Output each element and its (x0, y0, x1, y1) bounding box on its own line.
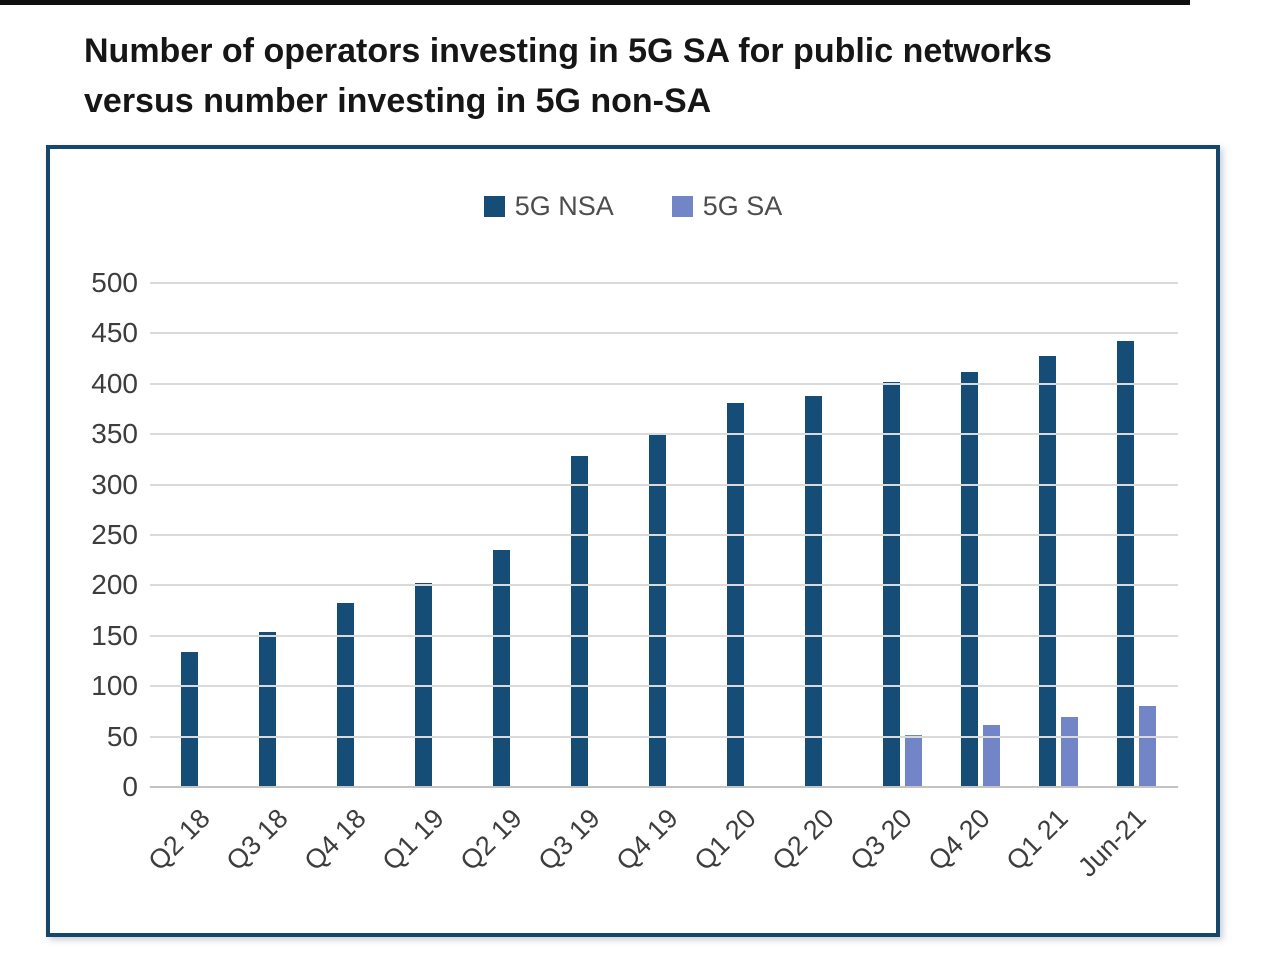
chart-frame: 5G NSA 5G SA Q2 18 Q3 18 Q4 18 Q1 19 Q2 19 Q3 … (46, 145, 1220, 937)
gridline-350 (150, 433, 1178, 436)
x-axis-labels: Q2 18 Q3 18 Q4 18 Q1 19 Q2 19 Q3 19 Q4 19 Q1 20… (143, 787, 1164, 907)
chart-title-line2: versus number investing in 5G non-SA (84, 82, 712, 120)
category-slot-jun-21 (1086, 283, 1164, 787)
x-tick-label: Jun-21 (1072, 803, 1153, 883)
x-tick-label: Q1 21 (1000, 803, 1075, 877)
chart-legend: 5G NSA 5G SA (50, 191, 1216, 222)
category-slot-q2-20 (774, 283, 852, 787)
category-slot-q1-20 (696, 283, 774, 787)
y-tick-label: 100 (91, 670, 138, 702)
legend-label: 5G SA (702, 191, 783, 221)
bar-5g-nsa (570, 456, 588, 787)
category-slot-q4-18 (306, 283, 384, 787)
x-tick-label: Q1 20 (688, 803, 763, 877)
x-tick-label: Q2 20 (766, 803, 841, 877)
x-tick-label: Q3 18 (220, 803, 295, 877)
x-tick-label: Q4 19 (610, 803, 685, 877)
gridline-450 (150, 332, 1178, 335)
chart-title: Number of operators investing in 5G SA f… (84, 26, 1164, 126)
bar-5g-nsa (180, 651, 198, 787)
category-slot-q3-19 (540, 283, 618, 787)
gridline-300 (150, 483, 1178, 486)
bar-5g-nsa (1038, 355, 1056, 787)
plot-area: Q2 18 Q3 18 Q4 18 Q1 19 Q2 19 Q3 19 Q4 19 Q1 20… (91, 267, 1178, 883)
y-tick-label: 0 (122, 771, 138, 802)
bar-5g-sa (1060, 717, 1078, 787)
gridline-400 (150, 382, 1178, 385)
y-tick-label: 350 (91, 418, 138, 450)
category-slot-q4-19 (618, 283, 696, 787)
gridline-100 (150, 685, 1178, 688)
y-tick-label: 450 (91, 317, 138, 349)
gridline-50 (150, 735, 1178, 738)
y-tick-label: 250 (91, 519, 138, 550)
x-tick-label: Q3 19 (532, 803, 607, 877)
bar-5g-nsa (492, 550, 510, 787)
y-tick-label: 400 (91, 367, 138, 399)
x-tick-label: Q2 18 (142, 803, 217, 877)
bar-5g-nsa (804, 395, 822, 787)
x-tick-label: Q4 20 (922, 803, 997, 877)
category-slot-q2-19 (462, 283, 540, 787)
x-tick-label: Q1 19 (376, 803, 451, 877)
gridline-150 (150, 634, 1178, 637)
x-tick-label: Q2 19 (454, 803, 529, 877)
x-tick-label: Q4 18 (298, 803, 373, 877)
legend-swatch-icon (671, 196, 693, 217)
bar-5g-nsa (648, 435, 666, 787)
y-tick-label: 500 (91, 267, 138, 298)
y-tick-label: 200 (91, 569, 138, 601)
legend-item-5g-nsa: 5G NSA (483, 191, 614, 222)
category-slot-q1-21 (1008, 283, 1086, 787)
y-tick-label: 50 (106, 720, 138, 752)
y-tick-label: 150 (91, 619, 138, 651)
category-slot-q3-18 (228, 283, 306, 787)
bar-5g-nsa (726, 402, 744, 787)
gridline-200 (150, 584, 1178, 587)
gridline-0 (150, 786, 1178, 788)
bar-5g-nsa (1116, 341, 1134, 787)
bar-5g-nsa (336, 602, 354, 787)
x-tick-label: Q3 20 (844, 803, 919, 877)
chart-title-line1: Number of operators investing in 5G SA f… (84, 32, 1052, 70)
page-top-rule (0, 0, 1190, 5)
category-slot-q4-20 (930, 283, 1008, 787)
bar-5g-sa (982, 724, 1000, 787)
bar-5g-sa (904, 734, 922, 787)
y-tick-label: 300 (91, 468, 138, 500)
bar-5g-nsa (960, 371, 978, 787)
legend-swatch-icon (483, 196, 505, 217)
gridline-500 (150, 282, 1178, 284)
legend-label: 5G NSA (514, 191, 614, 221)
gridline-250 (150, 534, 1178, 536)
legend-item-5g-sa: 5G SA (671, 191, 783, 222)
bar-5g-sa (1138, 706, 1156, 787)
bar-5g-nsa (258, 631, 276, 787)
